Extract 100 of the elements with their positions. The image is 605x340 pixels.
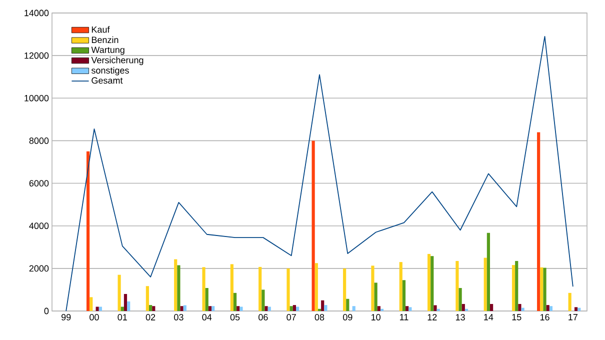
bar [521,308,524,311]
bar [149,305,152,311]
legend-label: Gesamt [92,77,123,84]
x-tick-label: 08 [314,314,324,320]
bar [456,260,459,311]
bar [578,308,581,311]
bar [212,306,215,311]
x-tick-label: 99 [62,314,71,320]
bar [486,232,490,311]
x-tick-label: 11 [400,314,408,320]
bar [183,305,186,311]
bar [352,306,356,311]
bar [177,265,180,311]
x-tick-label: 14 [484,314,494,320]
legend-label: sonstiges [91,66,129,76]
y-tick-label: 4000 [29,222,49,230]
bar [296,306,300,311]
bar [202,267,206,311]
bar [312,140,315,311]
x-tick-label: 13 [456,314,465,320]
bar [180,306,184,311]
bar [258,266,262,311]
bar [230,264,234,311]
y-tick-label: 12000 [24,52,49,59]
x-tick-label: 01 [118,314,127,320]
bar [484,258,487,311]
bar [96,306,99,311]
bar [540,267,544,311]
bar [346,298,350,311]
bar [290,306,293,311]
bar [262,290,265,311]
bar [490,304,494,311]
x-tick-label: 09 [343,314,352,320]
bar [377,306,380,311]
bar [518,304,522,311]
bar [314,263,318,311]
bar [98,306,102,311]
bar [408,307,412,311]
x-tick-label: 00 [90,314,99,320]
bar [240,306,243,311]
bar [146,286,150,311]
bar [371,266,374,311]
y-tick-label: 10000 [24,94,49,102]
x-tick-label: 04 [202,314,212,320]
bar [546,305,550,311]
x-tick-label: 12 [428,314,437,320]
bar [233,292,237,311]
y-tick-label: 2000 [29,265,49,272]
y-tick-label: 8000 [29,138,49,144]
x-tick-label: 15 [512,314,522,320]
bar [568,292,572,311]
bar [574,307,578,311]
bar [118,274,121,311]
bar [86,151,90,311]
x-tick-label: 06 [258,314,268,320]
bar [152,306,156,311]
bar [402,280,406,311]
x-tick-label: 16 [540,314,550,320]
bar [515,260,518,311]
y-tick-label: 0 [44,308,49,314]
bar [286,268,290,311]
bar [374,282,378,311]
bar [321,300,324,311]
legend-label: Versicherung [91,56,144,66]
x-tick-label: 05 [230,314,240,320]
x-tick-label: 02 [146,314,156,320]
bar [120,306,124,311]
bar [406,306,409,311]
x-tick-label: 17 [568,314,578,320]
bar [124,294,128,311]
bar [324,305,328,311]
bar [462,304,465,311]
y-tick-label: 14000 [24,10,49,16]
bar [236,306,240,311]
bar [434,305,437,311]
x-tick-label: 07 [286,314,296,320]
bar [343,268,346,311]
bar [549,306,553,311]
bar [292,305,296,311]
legend-label: Wartung [91,46,124,55]
x-tick-label: 10 [372,314,380,320]
bar [537,132,540,311]
bar [458,288,462,311]
bar [90,297,93,311]
y-tick-label: 6000 [29,180,49,186]
bar [268,306,271,311]
legend-label: Kauf [92,26,110,33]
x-tick-label: 03 [174,314,184,320]
bar [174,259,178,311]
bar [512,265,516,311]
bar [427,254,431,311]
bar [208,306,212,311]
bar [205,288,208,311]
line-series [66,36,574,312]
bar [127,301,130,311]
bar [543,268,546,311]
bar [264,306,268,311]
bar [399,262,402,311]
legend-label: Benzin [92,36,118,44]
bar [430,256,434,311]
